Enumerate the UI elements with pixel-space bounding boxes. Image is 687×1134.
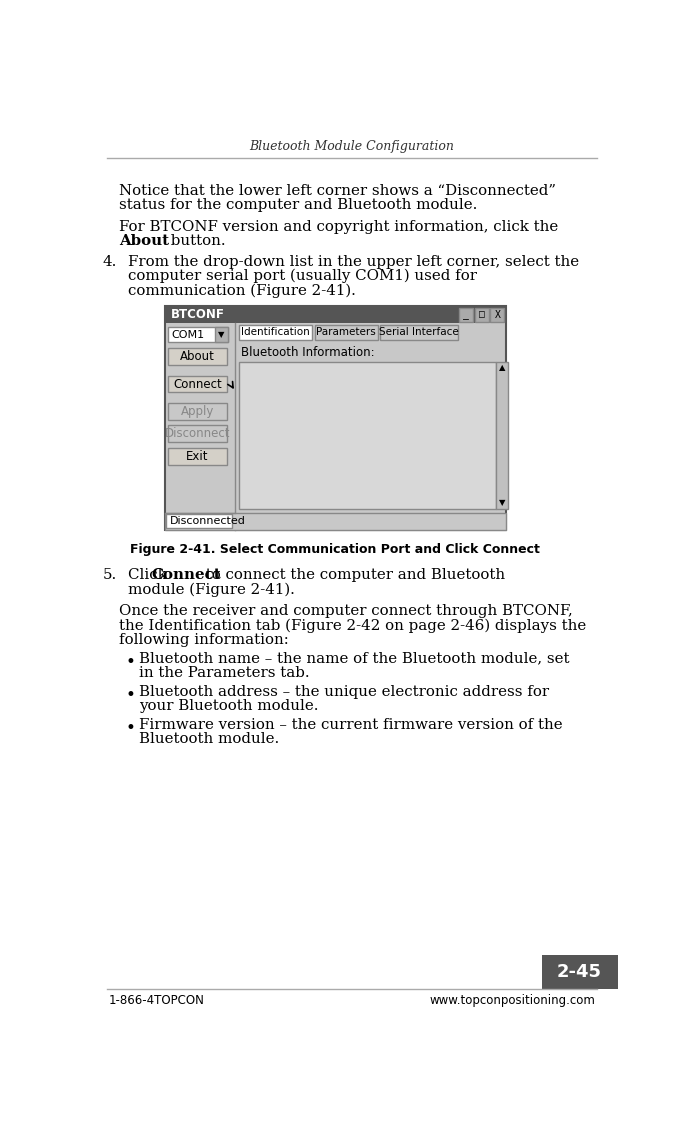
Bar [168,348,227,365]
Text: the Identification tab (Figure 2-42 on page 2-46) displays the: the Identification tab (Figure 2-42 on p… [120,618,587,633]
Bar [460,307,473,322]
Text: •: • [126,720,136,737]
Text: Bluetooth name – the name of the Bluetooth module, set: Bluetooth name – the name of the Bluetoo… [139,652,569,666]
Text: •: • [126,654,136,671]
Text: Bluetooth Information:: Bluetooth Information: [241,346,374,359]
Text: your Bluetooth module.: your Bluetooth module. [139,699,318,713]
Text: status for the computer and Bluetooth module.: status for the computer and Bluetooth mo… [120,198,477,212]
Bar [168,425,227,442]
Text: Notice that the lower left corner shows a “Disconnected”: Notice that the lower left corner shows … [120,184,556,197]
Bar [475,307,489,322]
Bar [168,327,229,342]
Text: ▼: ▼ [499,498,506,507]
Bar [168,448,227,465]
Text: Apply: Apply [181,405,214,418]
Text: About: About [120,235,169,248]
Bar [315,324,378,340]
Text: From the drop-down list in the upper left corner, select the: From the drop-down list in the upper lef… [128,255,580,269]
Text: 5.: 5. [103,568,117,582]
Text: •: • [126,687,136,704]
Text: ▲: ▲ [499,363,506,372]
Text: button.: button. [166,235,226,248]
Text: 4.: 4. [103,255,117,269]
Text: _: _ [464,310,469,320]
Text: www.topconpositioning.com: www.topconpositioning.com [429,993,595,1007]
Text: module (Figure 2-41).: module (Figure 2-41). [128,582,295,596]
Text: Disconnected: Disconnected [170,516,245,526]
Bar [541,955,618,989]
Bar [238,324,312,340]
Text: BTCONF: BTCONF [171,308,225,321]
Bar [238,362,496,509]
Text: Identification: Identification [241,328,310,338]
Bar [168,375,227,392]
Text: Firmware version – the current firmware version of the: Firmware version – the current firmware … [139,718,562,731]
Bar [165,306,506,323]
Text: Parameters: Parameters [317,328,376,338]
Text: □: □ [479,310,485,320]
Bar [381,324,458,340]
Bar [165,306,506,530]
Text: 2-45: 2-45 [557,963,602,981]
Bar [491,307,504,322]
Text: Figure 2-41. Select Communication Port and Click Connect: Figure 2-41. Select Communication Port a… [131,543,541,557]
Text: ▼: ▼ [218,330,225,339]
Text: COM1: COM1 [171,330,204,340]
Text: About: About [180,349,215,363]
Text: 1-866-4TOPCON: 1-866-4TOPCON [109,993,205,1007]
Text: X: X [495,310,500,320]
Bar [166,514,232,528]
Text: communication (Figure 2-41).: communication (Figure 2-41). [128,284,357,297]
Text: For BTCONF version and copyright information, click the: For BTCONF version and copyright informa… [120,220,559,234]
Bar [168,404,227,421]
Text: Exit: Exit [186,450,209,463]
Text: Bluetooth address – the unique electronic address for: Bluetooth address – the unique electroni… [139,685,549,699]
Text: Connect: Connect [173,378,222,390]
Text: following information:: following information: [120,633,289,646]
Text: computer serial port (usually COM1) used for: computer serial port (usually COM1) used… [128,269,477,284]
Text: Bluetooth module.: Bluetooth module. [139,733,279,746]
Text: Serial Interface: Serial Interface [379,328,459,338]
Bar [496,362,508,509]
Text: in the Parameters tab.: in the Parameters tab. [139,666,309,680]
Text: Connect: Connect [151,568,221,582]
Bar [214,327,229,342]
Bar [165,513,506,530]
Text: Once the receiver and computer connect through BTCONF,: Once the receiver and computer connect t… [120,604,573,618]
Text: Bluetooth Module Configuration: Bluetooth Module Configuration [249,141,454,153]
Text: Disconnect: Disconnect [165,426,230,440]
Text: Click: Click [128,568,172,582]
Text: to connect the computer and Bluetooth: to connect the computer and Bluetooth [201,568,505,582]
